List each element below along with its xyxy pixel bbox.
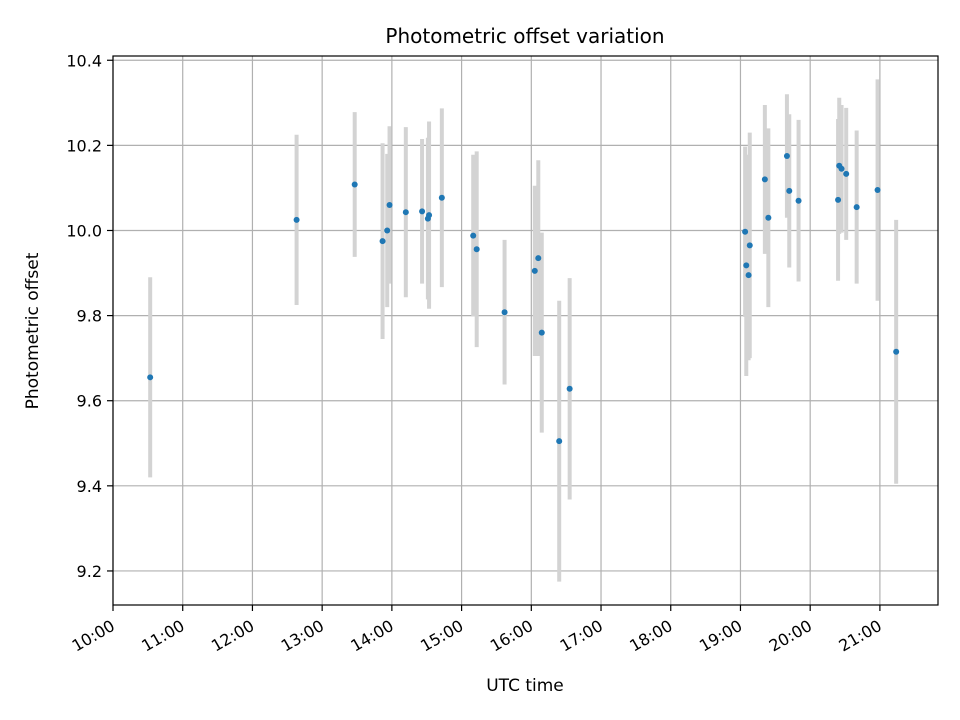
data-point: [538, 329, 545, 336]
chart-title: Photometric offset variation: [385, 24, 664, 48]
data-point: [786, 187, 793, 194]
data-point: [745, 272, 752, 279]
data-point: [795, 197, 802, 204]
data-point: [473, 246, 480, 253]
data-point: [765, 214, 772, 221]
plot-frame: [112, 55, 939, 606]
y-tick-label: 10.2: [66, 136, 102, 155]
y-tick-label: 9.6: [77, 392, 102, 411]
grid: [112, 56, 938, 605]
y-tick-label: 9.4: [77, 477, 102, 496]
y-tick-label: 10.4: [66, 51, 102, 70]
data-point: [379, 238, 386, 245]
data-point: [531, 267, 538, 274]
data-point: [742, 228, 749, 235]
y-tick-label: 9.2: [77, 562, 102, 581]
data-point: [535, 255, 542, 262]
data-point: [874, 187, 881, 194]
data-point: [438, 194, 445, 201]
y-axis-label: Photometric offset: [23, 252, 43, 409]
data-point: [835, 196, 842, 203]
data-point: [783, 153, 790, 160]
data-point: [501, 309, 508, 316]
data-point: [556, 438, 563, 445]
data-point: [384, 227, 391, 234]
data-point: [426, 212, 433, 219]
y-tick-label: 9.8: [77, 307, 102, 326]
data-point: [761, 176, 768, 183]
y-tick-labels: 9.2 9.4 9.6 9.8 10.0 10.2 10.4: [66, 51, 102, 581]
y-tick-label: 10.0: [66, 221, 102, 240]
x-axis-label: UTC time: [486, 676, 564, 696]
data-point: [147, 374, 154, 381]
data-point: [351, 181, 358, 188]
data-point: [838, 165, 845, 172]
data-point: [386, 201, 393, 208]
data-point: [293, 216, 300, 223]
data-point: [402, 209, 409, 216]
axis-ticks: [107, 59, 881, 611]
data-points: [147, 153, 900, 445]
data-point: [419, 208, 426, 215]
data-point: [853, 204, 860, 211]
data-point: [893, 348, 900, 355]
data-point: [566, 385, 573, 392]
data-point: [746, 242, 753, 249]
data-point: [843, 170, 850, 177]
data-point: [743, 262, 750, 269]
data-point: [470, 232, 477, 239]
